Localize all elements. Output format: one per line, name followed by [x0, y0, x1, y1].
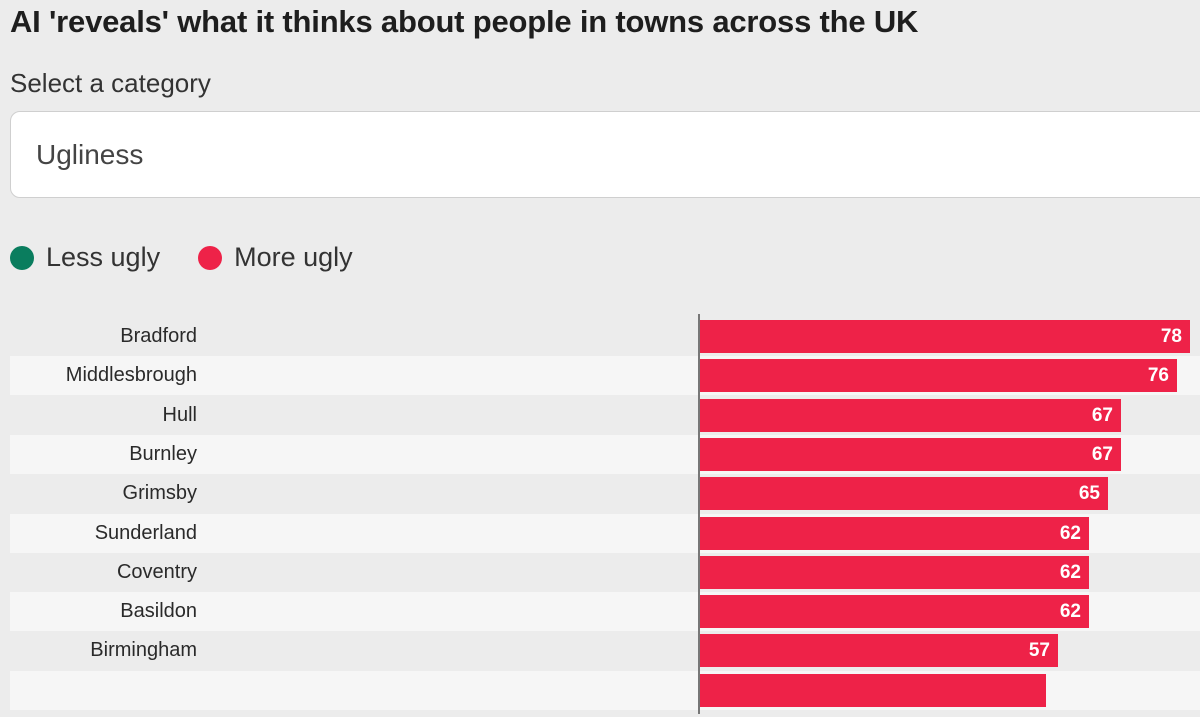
bar[interactable]: 65 — [700, 477, 1108, 511]
town-label: Middlesbrough — [65, 364, 197, 387]
category-select[interactable]: Ugliness — [10, 111, 1200, 198]
town-label: Grimsby — [122, 482, 197, 505]
bar-value-label: 78 — [1160, 326, 1182, 347]
chart-row-partial — [10, 670, 1200, 710]
chart-legend: Less ugly More ugly — [10, 242, 391, 273]
page-title: AI 'reveals' what it thinks about people… — [10, 4, 919, 39]
chart-row: Birmingham 57 — [10, 631, 1200, 670]
bar-value-label: 57 — [1028, 640, 1050, 662]
town-label: Coventry — [116, 560, 197, 583]
bar-value-label: 62 — [1059, 522, 1081, 544]
chart-row: Burnley 67 — [10, 434, 1200, 474]
bar-value-label: 67 — [1091, 404, 1113, 426]
bar-value-label: 67 — [1091, 443, 1113, 465]
bar[interactable]: 62 — [700, 555, 1089, 589]
bar-value-label: 62 — [1059, 601, 1081, 623]
chart-row: Grimsby 65 — [10, 474, 1200, 513]
town-label: Birmingham — [90, 639, 197, 662]
category-select-value: Ugliness — [36, 138, 144, 170]
bar[interactable]: 57 — [700, 634, 1058, 668]
legend-item-less: Less ugly — [10, 242, 160, 273]
chart-row: Bradford 78 — [10, 317, 1200, 356]
legend-item-more: More ugly — [198, 242, 353, 273]
bar-chart: Bradford 78 Middlesbrough 76 Hull 67 Burnley 67… — [10, 314, 1200, 717]
bar[interactable] — [700, 673, 1046, 707]
bar[interactable]: 78 — [700, 320, 1190, 353]
bar-value-label: 76 — [1147, 365, 1169, 387]
green-dot-icon — [10, 245, 34, 270]
bar[interactable]: 67 — [700, 437, 1121, 471]
chart-axis-line — [698, 314, 700, 714]
chart-row: Basildon 62 — [10, 592, 1200, 632]
town-label: Sunderland — [94, 521, 197, 544]
legend-label-less: Less ugly — [46, 242, 161, 272]
town-label: Burnley — [129, 442, 197, 465]
bar[interactable]: 76 — [700, 359, 1177, 393]
chart-row: Middlesbrough 76 — [10, 356, 1200, 396]
chart-row: Hull 67 — [10, 396, 1200, 435]
town-label: Hull — [162, 403, 197, 426]
red-dot-icon — [198, 245, 223, 270]
bar[interactable]: 62 — [700, 516, 1089, 550]
chart-row: Sunderland 62 — [10, 513, 1200, 553]
bar[interactable]: 62 — [700, 595, 1089, 629]
town-label: Bradford — [120, 325, 197, 347]
chart-row: Coventry 62 — [10, 553, 1200, 592]
town-label: Basildon — [120, 600, 197, 623]
legend-label-more: More ugly — [234, 242, 353, 272]
category-select-label: Select a category — [10, 68, 211, 98]
bar-value-label: 62 — [1059, 561, 1081, 583]
bar[interactable]: 67 — [700, 398, 1121, 432]
bar-value-label: 65 — [1078, 483, 1100, 505]
